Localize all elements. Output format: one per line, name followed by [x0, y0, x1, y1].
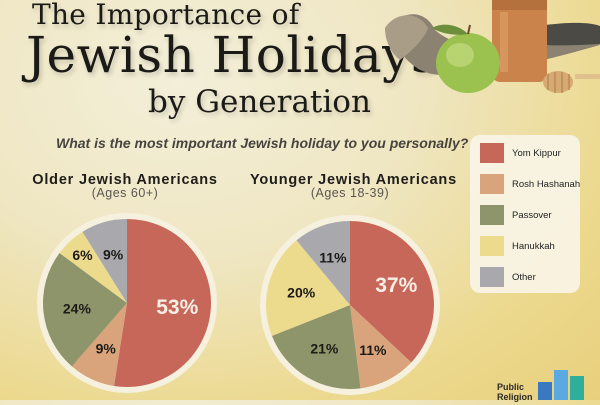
pie-slice-label: 9%	[96, 341, 117, 357]
decorative-holiday-items	[385, 0, 600, 93]
legend-label: Rosh Hashanah	[512, 178, 581, 190]
logo-bar	[538, 382, 552, 400]
legend-label: Hanukkah	[512, 240, 555, 252]
older-group-subtitle: (Ages 60+)	[91, 186, 159, 200]
pie-slice-rosh-hashanah	[71, 303, 127, 386]
legend-item-yom-kippur: Yom Kippur	[480, 143, 561, 163]
pie-slice-label: 6%	[72, 247, 93, 263]
legend-item-hanukkah: Hanukkah	[480, 236, 555, 256]
pie-slice-rosh-hashanah	[350, 305, 412, 389]
legend-swatch	[480, 205, 504, 225]
younger-group-title: Younger Jewish Americans	[250, 172, 457, 188]
survey-question: What is the most important Jewish holida…	[56, 135, 469, 151]
legend-item-passover: Passover	[480, 205, 552, 225]
pie-slice-hanukkah	[59, 231, 127, 303]
legend-swatch	[480, 174, 504, 194]
pie-slice-label: 20%	[287, 284, 316, 300]
pie-slice-label: 37%	[375, 274, 417, 297]
honey-jar-image	[492, 0, 547, 82]
legend-label: Passover	[512, 209, 552, 221]
logo-line-1: Public	[497, 382, 525, 392]
pie-slice-label: 9%	[103, 247, 124, 263]
pie-slice-label: 24%	[63, 300, 92, 316]
legend-label: Other	[512, 271, 536, 283]
pie-chart-older: 53% 9% 24% 6% 9%	[37, 213, 217, 393]
logo-bar	[554, 370, 568, 400]
logo-line-2: Religion	[497, 392, 533, 402]
older-group-title: Older Jewish Americans	[32, 172, 218, 188]
legend-swatch	[480, 267, 504, 287]
pie-slice-other	[82, 219, 127, 303]
pie-slice-label: 53%	[156, 296, 198, 319]
pie-slice-yom-kippur	[350, 221, 434, 363]
chart-legend: Yom Kippur Rosh Hashanah Passover Hanukk…	[470, 135, 580, 293]
pie-slice-label: 11%	[359, 342, 387, 358]
prri-logo-text: Public Religion	[497, 382, 533, 402]
title-line-1: The Importance of	[32, 0, 300, 31]
pie-slice-other	[296, 221, 350, 305]
legend-swatch	[480, 236, 504, 256]
apple-image	[432, 24, 500, 93]
legend-label: Yom Kippur	[512, 147, 561, 159]
pie-slice-hanukkah	[266, 240, 350, 336]
title-line-2: Jewish Holidays	[26, 26, 438, 84]
pie-chart-younger: 37% 11% 21% 20% 11%	[260, 215, 440, 395]
prri-logo-bars-icon	[538, 370, 584, 400]
legend-item-other: Other	[480, 267, 536, 287]
honey-dipper-image	[543, 71, 600, 93]
younger-group-subtitle: (Ages 18-39)	[310, 186, 390, 200]
legend-swatch	[480, 143, 504, 163]
pie-slice-passover	[271, 305, 361, 389]
logo-bar	[570, 376, 584, 400]
pie-slice-label: 11%	[319, 250, 347, 266]
legend-item-rosh-hashanah: Rosh Hashanah	[480, 174, 580, 194]
pie-slice-label: 21%	[310, 340, 339, 356]
pie-slice-yom-kippur	[113, 219, 211, 387]
pie-slice-passover	[42, 252, 127, 367]
title-line-3: by Generation	[148, 84, 371, 120]
